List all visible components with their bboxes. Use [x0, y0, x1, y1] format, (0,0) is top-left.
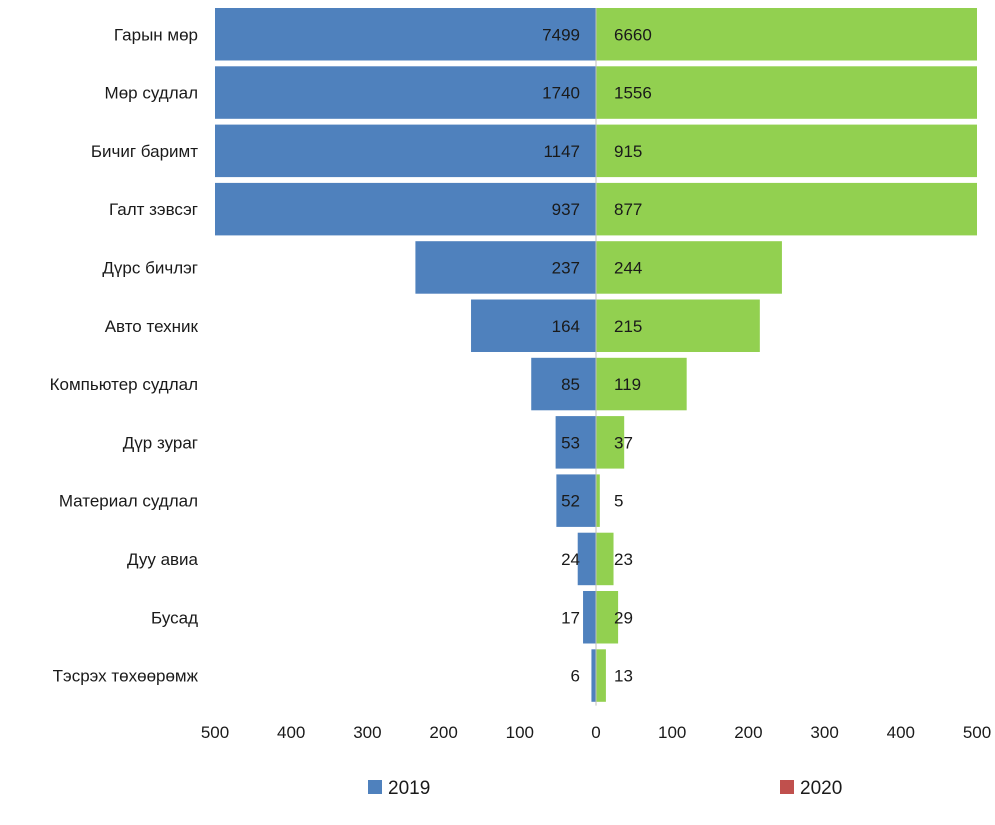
data-label-2020-5: 215: [614, 317, 642, 336]
tick-left-300: 300: [353, 723, 381, 742]
category-label-8: Материал судлал: [59, 492, 198, 511]
bar-2019-1: [215, 66, 596, 119]
category-label-4: Дүрс бичлэг: [102, 258, 198, 277]
bar-2019-6: [531, 357, 596, 411]
data-label-2019-10: 17: [561, 608, 580, 627]
bar-2019-5: [471, 299, 596, 352]
category-label-7: Дүр зураг: [123, 433, 198, 452]
data-label-2020-2: 915: [614, 142, 642, 161]
category-label-5: Авто техник: [105, 317, 199, 336]
data-label-2019-5: 164: [552, 317, 580, 336]
bar-2020-2: [596, 124, 977, 178]
category-label-3: Галт зэвсэг: [109, 200, 198, 219]
bar-2019-0: [215, 8, 596, 61]
bar-2019-8: [556, 474, 596, 527]
data-label-2020-0: 6660: [614, 25, 652, 44]
bar-2019-11: [591, 649, 596, 702]
category-labels: Гарын мөр Мөр судлал Бичиг баримт Галт зэвс…: [50, 25, 199, 685]
x-axis-tick-labels: 500 400 300 200 100 0 100 200 300 400 500: [201, 723, 991, 742]
data-label-2019-0: 7499: [542, 25, 580, 44]
category-label-10: Бусад: [151, 608, 198, 627]
bar-2019-7: [555, 416, 596, 469]
bar-2019-10: [583, 591, 596, 644]
tick-right-100: 100: [658, 723, 686, 742]
data-label-2020-1: 1556: [614, 84, 652, 103]
bar-2019-4: [415, 241, 596, 294]
data-label-2019-2: 1147: [543, 142, 580, 161]
bar-2020-7: [596, 416, 625, 469]
bar-2020-0: [596, 8, 977, 61]
data-label-2019-4: 237: [552, 258, 580, 277]
data-label-2020-11: 13: [614, 667, 633, 686]
bar-2019-2: [215, 124, 596, 178]
legend: 2019 2020: [368, 778, 842, 799]
tick-left-400: 400: [277, 723, 305, 742]
tick-right-500: 500: [963, 723, 991, 742]
data-label-2020-3: 877: [614, 200, 642, 219]
tick-right-400: 400: [887, 723, 915, 742]
data-label-2019-11: 6: [571, 667, 580, 686]
data-label-2020-4: 244: [614, 258, 642, 277]
category-label-11: Тэсрэх төхөөрөмж: [53, 667, 199, 686]
tick-right-200: 200: [734, 723, 762, 742]
bar-2019-9: [577, 532, 596, 586]
tick-left-100: 100: [506, 723, 534, 742]
data-label-2020-8: 5: [614, 492, 623, 511]
bar-2020-10: [596, 591, 619, 644]
category-label-6: Компьютер судлал: [50, 375, 198, 394]
data-label-2019-3: 937: [552, 200, 580, 219]
legend-swatch-2019: [368, 780, 382, 794]
data-label-2020-6: 119: [614, 375, 641, 394]
series-2019-bars: [215, 8, 596, 702]
data-label-2020-7: 37: [614, 433, 633, 452]
bar-2020-1: [596, 66, 977, 119]
data-label-2019-7: 53: [561, 433, 580, 452]
legend-label-2020: 2020: [800, 778, 842, 799]
category-label-1: Мөр судлал: [105, 84, 198, 103]
bar-2020-11: [596, 649, 606, 702]
data-label-2019-6: 85: [561, 375, 580, 394]
tick-left-500: 500: [201, 723, 229, 742]
bar-2020-4: [596, 241, 782, 294]
bar-2020-6: [596, 357, 687, 411]
series-2020-bars: [596, 8, 977, 702]
data-label-2019-1: 1740: [542, 84, 580, 103]
tick-right-300: 300: [810, 723, 838, 742]
bar-2020-3: [596, 182, 977, 236]
legend-label-2019: 2019: [388, 778, 430, 799]
bar-2020-5: [596, 299, 760, 352]
data-label-2020-10: 29: [614, 608, 633, 627]
tick-left-200: 200: [429, 723, 457, 742]
legend-swatch-2020: [780, 780, 794, 794]
category-label-0: Гарын мөр: [114, 25, 198, 44]
tick-left-0: 0: [591, 723, 600, 742]
category-label-9: Дуу авиа: [127, 550, 199, 569]
bar-2020-8: [596, 474, 600, 527]
data-label-2019-9: 24: [561, 550, 580, 569]
data-labels: 7499 6660 1740 1556 1147 915 937 877 237 244 164 21…: [542, 25, 652, 685]
data-label-2020-9: 23: [614, 550, 633, 569]
bar-2019-3: [215, 182, 596, 236]
category-label-2: Бичиг баримт: [91, 142, 198, 161]
bar-2020-9: [596, 532, 614, 586]
data-label-2019-8: 52: [561, 492, 580, 511]
